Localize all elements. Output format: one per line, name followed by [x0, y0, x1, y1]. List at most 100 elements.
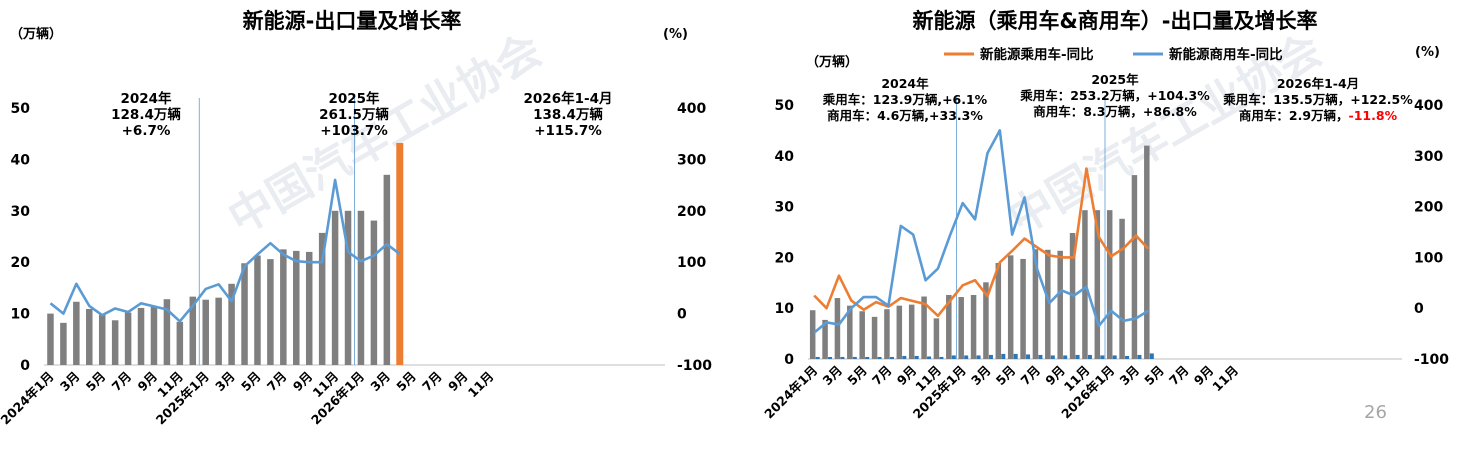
chart1-bar — [98, 314, 106, 365]
chart2-ytick-left: 40 — [775, 149, 795, 165]
chart2-bar-commercial — [815, 356, 820, 359]
chart1-bar — [150, 306, 158, 365]
chart2-bar-passenger — [1032, 249, 1039, 359]
chart2-bar-commercial — [951, 355, 956, 359]
chart2-xtick: 5月 — [844, 363, 870, 389]
chart1-ytick-left: 40 — [11, 152, 31, 168]
chart1-ytick-left: 0 — [20, 358, 30, 374]
chart2-ytick-right: -100 — [1414, 352, 1449, 368]
chart1-ytick-left: 10 — [11, 307, 31, 323]
chart2-bar-passenger — [871, 316, 878, 359]
chart1-bar — [383, 174, 391, 365]
chart1-bar — [215, 297, 222, 365]
chart1-xtick: 7月 — [419, 369, 445, 395]
chart1-annotation: +6.7% — [122, 123, 171, 139]
chart2-bar-commercial — [865, 356, 870, 359]
chart2-bar-commercial — [964, 355, 969, 359]
chart2-bar-commercial — [877, 356, 882, 359]
chart1-xtick: 2024年1月 — [0, 369, 57, 428]
chart1-bar — [305, 251, 313, 365]
chart2-ytick-right: 100 — [1414, 250, 1443, 266]
chart1-ytick-right: 200 — [677, 204, 706, 220]
chart2-bar-commercial — [1125, 355, 1130, 359]
chart2-bar-passenger — [1020, 258, 1026, 359]
chart2-legend-label: 新能源乘用车-同比 — [980, 46, 1094, 63]
chart2-bar-passenger — [1082, 210, 1088, 359]
chart1-left-unit: （万辆） — [10, 26, 62, 42]
chart2-bar-passenger — [809, 310, 816, 359]
chart2-bar-passenger — [1131, 175, 1138, 359]
chart1-yoy-line — [49, 178, 401, 323]
chart2-bar-passenger — [1094, 210, 1101, 359]
chart1-bar — [254, 255, 261, 365]
chart1-xtick: 11月 — [465, 369, 497, 401]
chart2-annotation: 2024年 — [881, 76, 929, 91]
chart1-annotation: 138.4万辆 — [533, 106, 603, 123]
chart2-bar-commercial — [1137, 354, 1142, 359]
chart1-annotation: 2024年 — [120, 90, 172, 107]
chart2-ytick-left: 20 — [775, 250, 795, 266]
chart2-bar-commercial — [902, 355, 907, 359]
chart2-left-unit: （万辆） — [806, 54, 858, 70]
chart2-xtick: 7月 — [1166, 363, 1192, 389]
chart2-annotation: 商用车：2.9万辆，-11.8% — [1239, 108, 1398, 123]
chart2-bar-commercial — [914, 355, 919, 359]
chart2-bar-commercial — [927, 356, 932, 359]
chart2-bar-commercial — [1038, 354, 1043, 359]
chart2-bar-passenger — [1144, 145, 1150, 359]
chart1-bar — [124, 312, 132, 365]
chart2-bar-passenger — [995, 262, 1002, 359]
chart1-ytick-right: 400 — [677, 101, 706, 117]
chart2-bar-passenger — [1045, 249, 1051, 359]
chart2-xtick: 5月 — [993, 363, 1019, 389]
chart2-bar-passenger — [1106, 210, 1113, 359]
chart2-right-unit: (%) — [1415, 45, 1440, 60]
chart1-bar — [86, 308, 93, 365]
chart2-bar-commercial — [1112, 355, 1117, 359]
chart1-bar — [318, 232, 326, 365]
chart1-ytick-right: 100 — [677, 255, 706, 271]
chart2-annotation: 乘用车：123.9万辆,+6.1% — [822, 92, 988, 107]
chart2-commercial-yoy-line — [813, 129, 1149, 334]
chart2-annotation: 乘用车：253.2万辆，+104.3% — [1019, 88, 1210, 103]
chart2-ytick-right: 400 — [1414, 98, 1443, 114]
chart2-bar-commercial — [1026, 354, 1031, 359]
chart2-bar-passenger — [1007, 255, 1014, 359]
chart2-bar-commercial — [852, 356, 857, 359]
chart2-bar-commercial — [1075, 354, 1080, 359]
chart2-bar-commercial — [976, 355, 981, 359]
chart1-bar — [73, 301, 80, 365]
chart1-xtick: 3月 — [57, 369, 83, 395]
chart2-bar-passenger — [896, 305, 903, 359]
chart2-bar-passenger — [958, 297, 964, 359]
chart2-legend-label: 新能源商用车-同比 — [1169, 46, 1283, 63]
chart2-annotation: 2026年1-4月 — [1277, 76, 1359, 91]
chart1-xtick: 7月 — [264, 369, 290, 395]
chart2-bar-passenger — [921, 296, 927, 359]
chart2-xtick: 3月 — [968, 363, 994, 389]
chart1-bar — [111, 320, 119, 365]
chart2-xtick: 7月 — [1017, 363, 1043, 389]
chart2-bar-passenger — [1057, 250, 1063, 359]
chart1-xtick: 3月 — [367, 369, 393, 395]
chart2-bar-commercial — [1050, 355, 1055, 359]
chart2-bar-passenger — [834, 298, 841, 359]
chart1-annotation: +115.7% — [534, 123, 602, 139]
chart1-annotation: 261.5万辆 — [319, 106, 389, 123]
chart1-bar — [47, 313, 54, 365]
chart2-bar-passenger — [1119, 218, 1125, 359]
chart2-annotation: 2025年 — [1091, 72, 1139, 87]
chart2-xtick: 11月 — [1209, 363, 1241, 395]
chart2-annotation: 乘用车：135.5万辆，+122.5% — [1222, 92, 1413, 107]
chart1-ytick-left: 30 — [11, 204, 31, 220]
chart1-bar — [267, 259, 274, 365]
chart1-annotation: 128.4万辆 — [111, 106, 181, 123]
chart1-bar — [344, 210, 352, 365]
chart1-bar — [357, 210, 365, 365]
chart1-bar — [163, 299, 171, 365]
chart2-bar-passenger — [908, 304, 915, 359]
chart2-bar-commercial — [1013, 353, 1018, 359]
chart2-bar-commercial — [939, 356, 944, 359]
chart2-ytick-right: 200 — [1414, 200, 1443, 216]
chart2-xtick: 7月 — [869, 363, 895, 389]
